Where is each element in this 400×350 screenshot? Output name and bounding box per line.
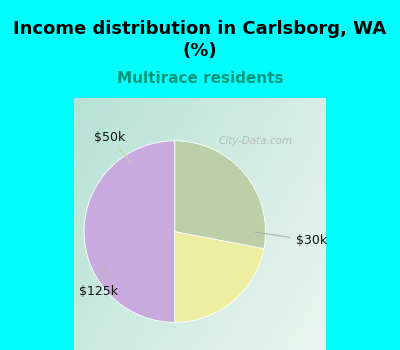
Text: $30k: $30k <box>255 232 327 247</box>
Text: City-Data.com: City-Data.com <box>218 136 292 146</box>
Wedge shape <box>175 232 264 322</box>
Text: Income distribution in Carlsborg, WA
(%): Income distribution in Carlsborg, WA (%) <box>14 20 386 60</box>
Text: $125k: $125k <box>79 266 118 298</box>
Wedge shape <box>175 141 266 248</box>
Wedge shape <box>84 141 175 322</box>
Text: Multirace residents: Multirace residents <box>117 71 283 86</box>
Text: $50k: $50k <box>94 131 132 164</box>
